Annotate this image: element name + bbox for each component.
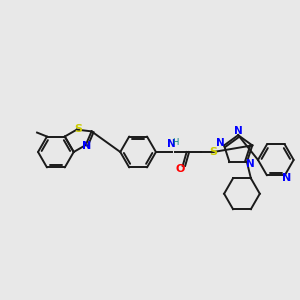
- Text: N: N: [216, 138, 224, 148]
- Text: H: H: [172, 138, 179, 147]
- Text: N: N: [82, 141, 91, 151]
- Text: S: S: [74, 124, 82, 134]
- Text: N: N: [282, 173, 291, 183]
- Text: S: S: [209, 147, 217, 157]
- Text: N: N: [247, 159, 255, 169]
- Text: N: N: [167, 139, 176, 149]
- Text: O: O: [175, 164, 184, 174]
- Text: N: N: [234, 126, 243, 136]
